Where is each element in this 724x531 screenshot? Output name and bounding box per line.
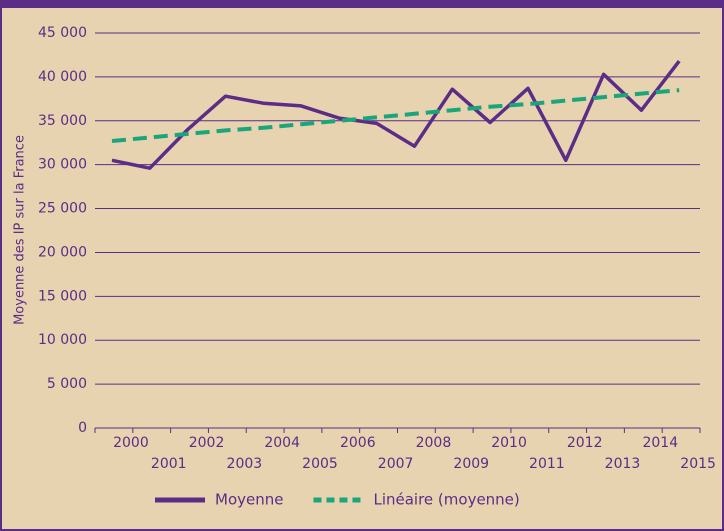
legend-label: Linéaire (moyenne) [373,491,519,509]
y-tick-label: 30 000 [38,157,87,173]
y-tick-label: 40 000 [38,69,87,85]
x-tick-label: 2005 [302,456,338,472]
y-axis-title: Moyenne des IP sur la France [13,135,28,325]
y-tick-label: 5 000 [47,376,87,392]
y-tick-label: 25 000 [38,201,87,217]
top-band [0,0,724,8]
x-tick-label: 2009 [453,456,489,472]
x-tick-label: 2010 [491,435,527,451]
x-tick-label: 2000 [113,435,149,451]
x-tick-label: 2003 [227,456,263,472]
legend-label: Moyenne [215,491,283,509]
x-tick-label: 2013 [605,456,641,472]
x-tick-label: 2006 [340,435,376,451]
y-tick-label: 10 000 [38,332,87,348]
y-tick-label: 20 000 [38,244,87,260]
x-tick-label: 2014 [642,435,678,451]
x-tick-label: 2001 [151,456,187,472]
y-tick-label: 0 [78,420,87,436]
series-line [111,88,680,143]
x-tick-label: 2012 [567,435,603,451]
x-tick-label: 2004 [264,435,300,451]
y-tick-label: 15 000 [38,288,87,304]
x-tick-label: 2007 [378,456,414,472]
x-tick-label: 2015 [680,456,716,472]
x-tick-label: 2002 [189,435,225,451]
y-tick-label: 35 000 [38,113,87,129]
series-line [111,60,681,170]
x-tick-label: 2008 [416,435,452,451]
y-tick-label: 45 000 [38,25,87,41]
x-tick-label: 2011 [529,456,565,472]
